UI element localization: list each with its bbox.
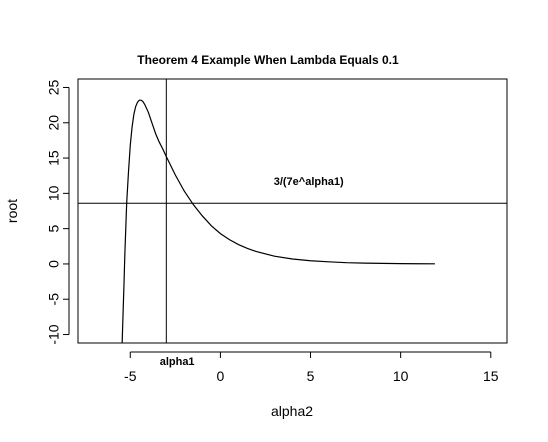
plot-frame xyxy=(77,78,508,344)
plot-content: alpha1 3/(7e^alpha1) xyxy=(78,79,507,368)
y-tick-label: 0 xyxy=(46,260,62,268)
y-axis: -10 -5 0 5 10 15 20 25 xyxy=(46,79,70,345)
x-tick-label: 0 xyxy=(217,368,225,384)
x-tick-label: 10 xyxy=(393,368,409,384)
x-tick-label: 15 xyxy=(483,368,499,384)
y-tick-label: 25 xyxy=(46,79,62,95)
x-tick-label: 5 xyxy=(307,368,315,384)
y-tick-label: -5 xyxy=(46,293,62,306)
reference-line-label: alpha1 xyxy=(160,356,195,368)
x-axis-label: alpha2 xyxy=(271,403,313,419)
y-tick-label: 15 xyxy=(46,150,62,166)
reference-line-label: 3/(7e^alpha1) xyxy=(274,176,344,188)
chart-title: Theorem 4 Example When Lambda Equals 0.1 xyxy=(137,53,399,67)
x-tick-label: -5 xyxy=(124,368,137,384)
series-line xyxy=(121,99,435,344)
y-tick-label: 5 xyxy=(46,225,62,233)
y-axis-label: root xyxy=(4,199,20,223)
y-tick-label: 20 xyxy=(46,115,62,131)
x-axis: -5 0 5 10 15 xyxy=(124,351,499,384)
y-tick-label: -10 xyxy=(46,324,62,344)
y-tick-label: 10 xyxy=(46,185,62,201)
